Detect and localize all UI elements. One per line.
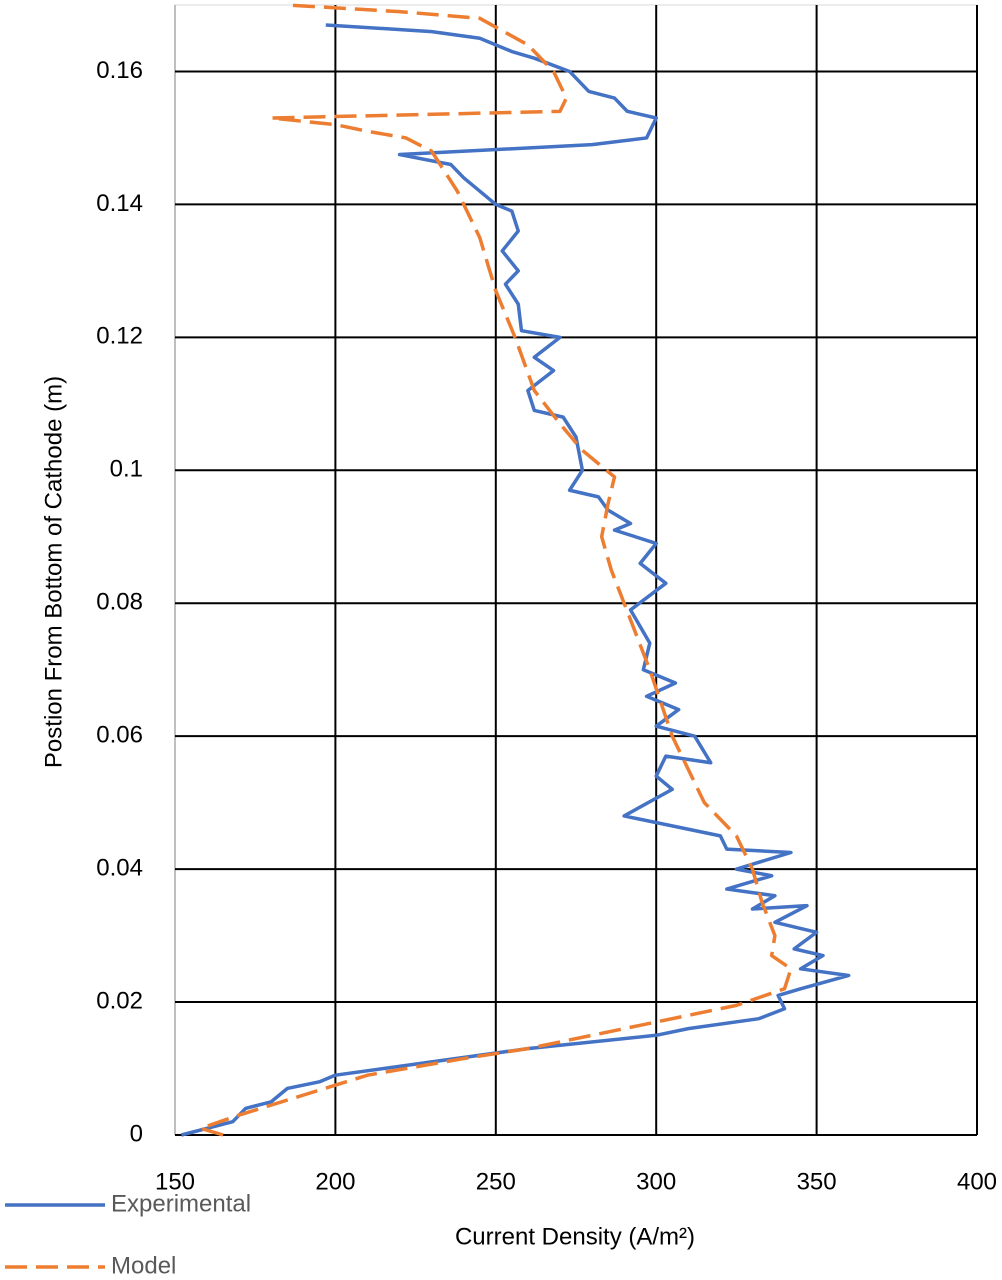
- x-tick-label: 250: [476, 1168, 516, 1195]
- y-axis-label: Postion From Bottom of Cathode (m): [40, 376, 67, 768]
- data-line: [198, 3, 793, 1137]
- x-tick-label: 200: [315, 1168, 355, 1195]
- x-tick-label: 350: [797, 1168, 837, 1195]
- y-tick-label: 0.14: [96, 190, 143, 217]
- data-line: [180, 23, 851, 1137]
- y-tick-label: 0.12: [96, 323, 143, 350]
- legend-label: Experimental: [111, 1190, 251, 1217]
- y-tick-label: 0.1: [110, 456, 143, 483]
- y-tick-label: 0.02: [96, 987, 143, 1014]
- y-tick-label: 0.08: [96, 589, 143, 616]
- x-tick-label: 150: [155, 1168, 195, 1195]
- y-tick-label: 0.04: [96, 854, 143, 881]
- legend-label: Model: [111, 1252, 176, 1279]
- plot-area: [174, 4, 978, 1136]
- y-tick-label: 0.16: [96, 57, 143, 84]
- x-axis-label: Current Density (A/m²): [455, 1223, 695, 1250]
- x-tick-label: 400: [957, 1168, 997, 1195]
- x-tick-label: 300: [636, 1168, 676, 1195]
- y-tick-label: 0: [130, 1120, 143, 1147]
- y-tick-label: 0.06: [96, 722, 143, 749]
